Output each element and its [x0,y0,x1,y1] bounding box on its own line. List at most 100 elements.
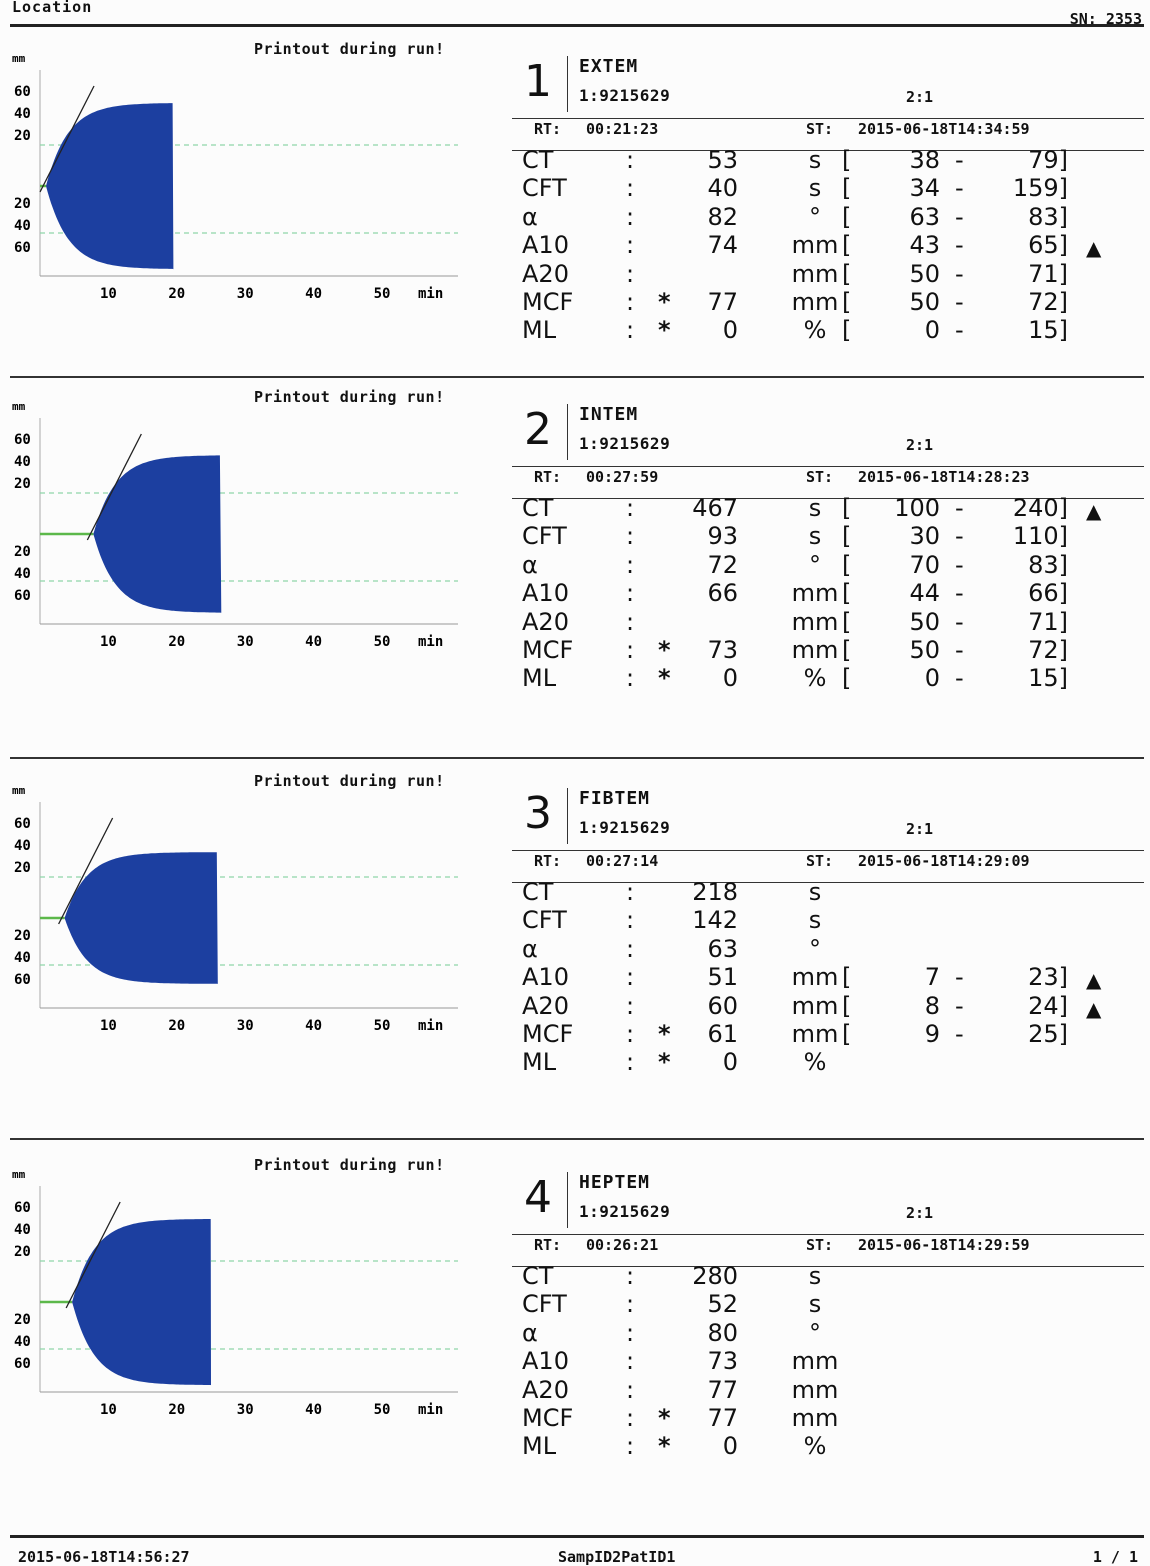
param-name: ML [522,1432,557,1461]
param-star: * [658,1432,671,1461]
param-unit: mm [791,231,839,260]
range-low: 100 [894,494,940,522]
range-bracket: [ [842,991,852,1020]
param-unit: % [803,1432,827,1461]
range-dash: - [955,550,964,579]
parameter-row-alpha: α: 72 ° [70- 83] [520,551,1150,579]
param-value: 61 [707,1019,738,1048]
serial-number: SN: 2353 [1069,10,1142,28]
param-colon: : [626,494,635,522]
param-value: 73 [707,635,738,664]
range-dash: - [955,579,964,608]
parameter-row-alpha: α: 82 ° [63- 83] [520,203,1150,231]
header-rule [512,466,1144,467]
range-low: 38 [909,146,940,174]
section-divider [10,757,1144,759]
param-star: * [658,635,671,664]
parameter-row-cft: CFT: 142 s [520,906,1150,934]
x-tick-label: 10 [100,286,117,302]
header-divider [567,788,568,844]
range-high: 71] [1028,607,1068,636]
param-value: 77 [707,1375,738,1404]
param-star: * [658,1048,671,1077]
range-bracket: [ [842,1019,852,1048]
x-tick-label: 20 [168,1402,185,1418]
range-bracket: [ [842,146,852,174]
range-low: 0 [924,664,940,693]
header-rule [512,882,1144,883]
parameter-row-ct: CT: 280 s [520,1262,1150,1290]
clot-firmness-trace [93,455,222,613]
param-colon: : [626,202,635,231]
rt-label: RT: [534,468,562,486]
param-value: 218 [692,878,738,906]
range-bracket: [ [842,316,852,345]
param-value: 72 [707,550,738,579]
param-value: 60 [707,991,738,1020]
alpha-angle-tangent [86,433,142,541]
test-id: 1:9215629 [579,818,671,837]
param-value: 73 [707,1347,738,1376]
parameter-row-ml: ML: * 0% [520,1432,1150,1460]
y-tick-label: 60 [14,972,31,988]
param-colon: : [626,146,635,174]
param-value: 77 [707,287,738,316]
parameter-row-ct: CT: 467 s [100- 240] ▲ [520,494,1150,523]
y-axis-unit: mm [12,400,26,413]
y-tick-label: 60 [14,1200,31,1216]
param-name: CT [522,494,554,522]
rotem-trace-chart: mm 60 40 20 20 40 60 10 20 30 40 50 min [12,400,458,650]
param-unit: s [808,146,822,174]
y-tick-label: 20 [14,860,31,876]
range-low: 0 [924,316,940,345]
test-id: 1:9215629 [579,86,671,105]
param-name: CT [522,146,554,174]
parameter-row-ct: CT: 218 s [520,878,1150,906]
param-colon: : [626,1048,635,1077]
param-star: * [658,1019,671,1048]
param-colon: : [626,878,635,906]
test-number: 3 [524,788,552,839]
param-unit: mm [791,1403,839,1432]
range-bracket: [ [842,635,852,664]
x-tick-label: 50 [374,1402,391,1418]
parameter-row-cft: CFT: 52 s [520,1290,1150,1318]
param-unit: s [808,494,822,522]
param-value: 80 [707,1318,738,1347]
param-name: A10 [522,231,569,260]
footer-sample-id: SampID2PatID1 [558,1548,676,1566]
range-bracket: [ [842,963,852,992]
param-name: MCF [522,1019,574,1048]
st-label: ST: [806,468,834,486]
range-low: 50 [909,259,940,288]
param-name: α [522,934,538,963]
range-dash: - [955,287,964,316]
start-time: 2015-06-18T14:29:09 [858,852,1030,870]
param-unit: mm [791,287,839,316]
start-time: 2015-06-18T14:28:23 [858,468,1030,486]
range-high: 15] [1028,664,1068,693]
x-tick-label: 10 [100,1402,117,1418]
x-tick-label: 20 [168,1018,185,1034]
y-tick-label: 20 [14,1312,31,1328]
param-value: 51 [707,963,738,992]
param-value: 467 [692,494,738,522]
y-tick-label: 20 [14,476,31,492]
param-name: ML [522,1048,557,1077]
alpha-angle-tangent [65,1201,121,1309]
range-high: 83] [1028,550,1068,579]
range-dash: - [955,664,964,693]
x-tick-label: 20 [168,286,185,302]
printout-label: Printout during run! [254,40,445,58]
range-bracket: [ [842,579,852,608]
param-unit: % [803,316,827,345]
range-low: 63 [909,202,940,231]
range-bracket: [ [842,287,852,316]
y-tick-label: 40 [14,950,31,966]
parameter-row-cft: CFT: 40 s [34- 159] [520,174,1150,202]
param-unit: ° [809,202,821,231]
param-colon: : [626,1019,635,1048]
x-tick-label: 30 [237,1402,254,1418]
y-axis-unit: mm [12,1168,26,1181]
range-low: 43 [909,231,940,260]
